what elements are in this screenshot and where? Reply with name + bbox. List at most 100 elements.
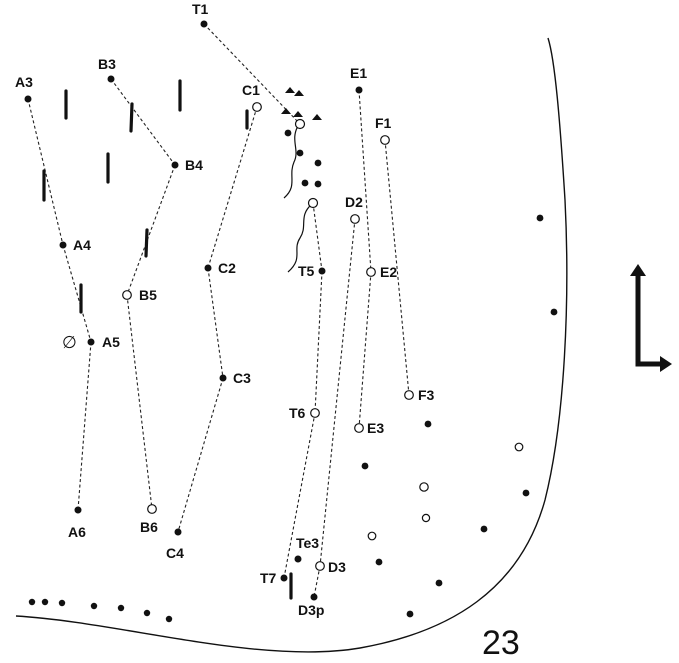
triangle-marker	[312, 114, 322, 120]
connector-line	[110, 78, 176, 166]
triangle-marker	[293, 111, 303, 117]
point-unlabeled	[550, 308, 558, 316]
point-label-b6: B6	[140, 519, 158, 535]
point-unlabeled	[375, 558, 383, 566]
point-unlabeled	[28, 598, 36, 606]
labeled-points-layer: T1 A3 B3 C1 E1 F1 B4 D2 A4 C2 T5 E2 B5 A5 C3 F3 T6 E3 A6 B6…	[15, 1, 435, 618]
point-label-f3: F3	[418, 387, 435, 403]
connector-line	[77, 341, 92, 511]
point-unlabeled	[284, 129, 292, 137]
point-label-a3: A3	[15, 74, 33, 90]
point-b4	[171, 161, 179, 169]
figure-number: 23	[482, 624, 520, 662]
connector-line	[62, 244, 92, 343]
point-label-te3: Te3	[296, 535, 319, 551]
point-c4	[174, 528, 182, 536]
point-b6	[147, 504, 157, 514]
bar	[144, 228, 149, 258]
point-label-t7: T7	[260, 570, 277, 586]
wavy-line-lower	[287, 203, 313, 273]
point-d3p	[310, 593, 318, 601]
bar	[129, 102, 134, 133]
point-label-t6: T6	[289, 405, 306, 421]
point-t6	[310, 408, 320, 418]
point-unlabeled	[361, 462, 369, 470]
point-f3	[404, 390, 414, 400]
connector-line	[384, 139, 410, 396]
point-c3	[219, 374, 227, 382]
point-unlabeled	[301, 179, 309, 187]
connector-line	[177, 377, 224, 533]
point-label-a5: A5	[102, 334, 120, 350]
point-unlabeled	[514, 442, 524, 452]
point-label-e1: E1	[350, 65, 367, 81]
point-label-c2: C2	[218, 260, 236, 276]
point-unlabeled	[406, 610, 414, 618]
triangle-marker	[294, 90, 304, 96]
connector-line	[207, 267, 224, 379]
point-label-t1: T1	[192, 1, 209, 17]
point-d3	[315, 561, 325, 571]
point-label-d3p: D3p	[298, 602, 324, 618]
point-a5	[87, 338, 95, 346]
point-unlabeled	[367, 531, 377, 541]
point-label-c1: C1	[242, 82, 260, 98]
point-unlabeled	[307, 197, 319, 209]
point-label-d3: D3	[328, 559, 346, 575]
point-unlabeled	[314, 159, 322, 167]
point-t7	[280, 574, 288, 582]
connector-line	[203, 23, 301, 125]
point-unlabeled	[117, 604, 125, 612]
connector-line	[314, 270, 323, 414]
point-unlabeled	[41, 598, 49, 606]
connector-line	[207, 106, 258, 269]
point-unlabeled	[424, 420, 432, 428]
connector-line	[283, 412, 316, 579]
point-b3	[107, 75, 115, 83]
point-b5	[122, 290, 132, 300]
point-label-b3: B3	[98, 56, 116, 72]
point-unlabeled	[314, 180, 322, 188]
point-unlabeled	[294, 118, 306, 130]
point-unlabeled	[90, 602, 98, 610]
point-label-c3: C3	[233, 370, 251, 386]
unlabeled-points	[28, 118, 558, 623]
point-a3	[24, 95, 32, 103]
point-e3	[354, 423, 364, 433]
point-unlabeled	[435, 579, 443, 587]
point-label-a4: A4	[73, 237, 91, 253]
bars-layer	[42, 79, 293, 600]
connector-line	[358, 271, 372, 429]
point-label-a6: A6	[68, 524, 86, 540]
point-unlabeled	[143, 609, 151, 617]
point-a4	[59, 241, 67, 249]
triangle-markers	[281, 87, 322, 120]
connections-layer	[27, 23, 410, 598]
point-label-b4: B4	[185, 157, 203, 173]
specimen-outline	[15, 37, 568, 653]
connector-line	[126, 164, 176, 296]
connector-line	[126, 294, 153, 510]
connector-line	[312, 202, 323, 272]
point-label-t5: T5	[298, 263, 315, 279]
connector-line	[358, 89, 372, 273]
triangle-marker	[285, 87, 295, 93]
triangle-marker	[281, 108, 291, 114]
point-label-d2: D2	[345, 194, 363, 210]
point-unlabeled	[165, 615, 173, 623]
point-label-e3: E3	[367, 420, 384, 436]
point-c1	[252, 102, 262, 112]
point-unlabeled	[421, 513, 431, 523]
point-a6	[74, 506, 82, 514]
point-unlabeled	[419, 482, 429, 492]
point-unlabeled	[58, 599, 66, 607]
orientation-arrow-icon	[630, 264, 672, 372]
wavy-line-upper	[283, 125, 299, 199]
point-label-e2: E2	[380, 264, 397, 280]
point-unlabeled	[536, 214, 544, 222]
point-unlabeled	[296, 149, 304, 157]
point-e2	[366, 267, 376, 277]
point-c2	[204, 264, 212, 272]
null-symbol: ∅	[62, 333, 77, 352]
